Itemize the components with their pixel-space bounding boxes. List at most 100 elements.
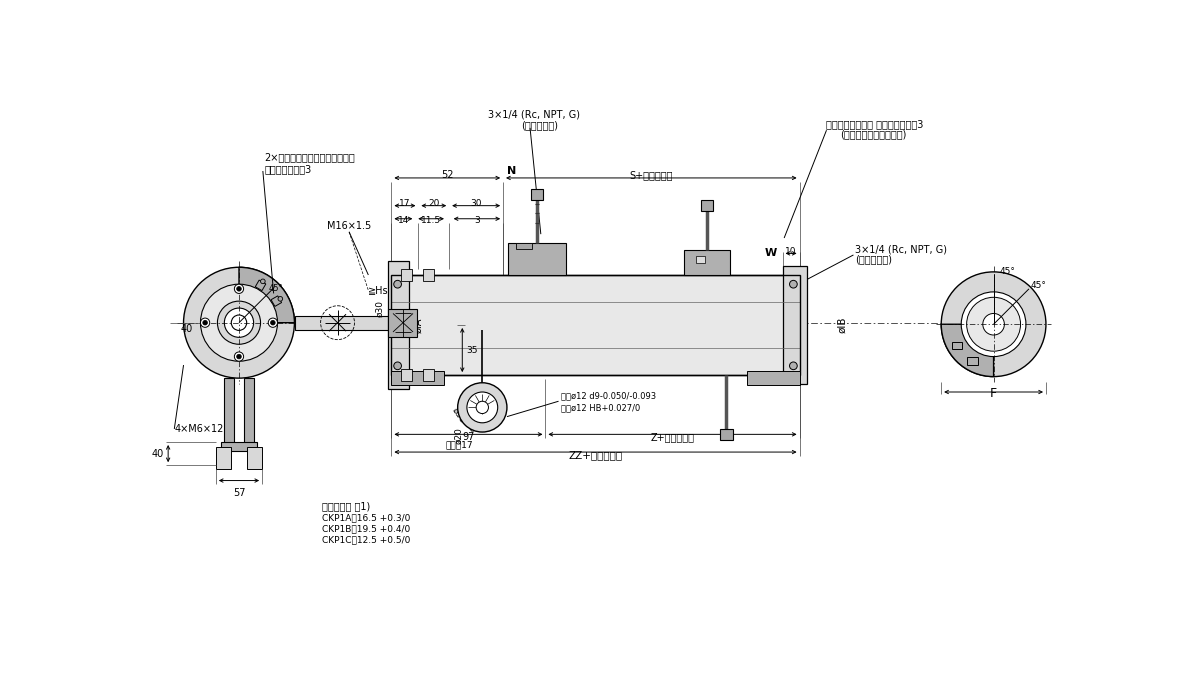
Text: S+ストローク: S+ストローク <box>630 170 673 180</box>
Bar <box>423 369 434 382</box>
Circle shape <box>467 392 497 423</box>
Circle shape <box>237 354 241 359</box>
Text: 45°: 45° <box>1030 281 1046 290</box>
Text: øIB: øIB <box>837 317 847 333</box>
Text: クレビス幅 注1): クレビス幅 注1) <box>322 501 370 511</box>
Circle shape <box>200 284 278 361</box>
Text: 17: 17 <box>399 199 411 209</box>
Bar <box>401 269 412 281</box>
Text: ≧Hs: ≧Hs <box>368 286 389 295</box>
Circle shape <box>394 362 401 370</box>
Text: 35: 35 <box>466 346 478 354</box>
Text: ZZ+ストローク: ZZ+ストローク <box>568 450 623 460</box>
Circle shape <box>458 383 507 432</box>
Circle shape <box>200 318 210 328</box>
Text: Z+ストローク: Z+ストローク <box>651 432 695 442</box>
Text: (配管ポート): (配管ポート) <box>855 255 893 265</box>
Bar <box>701 200 713 211</box>
Text: N: N <box>507 166 516 176</box>
Bar <box>531 189 543 199</box>
Text: F: F <box>990 386 997 400</box>
Text: R15: R15 <box>460 414 477 434</box>
Text: 14: 14 <box>398 216 409 225</box>
Text: 3×1/4 (Rc, NPT, G): 3×1/4 (Rc, NPT, G) <box>488 110 580 120</box>
Bar <box>508 243 567 275</box>
Circle shape <box>268 318 278 328</box>
Circle shape <box>235 284 243 293</box>
Bar <box>696 256 704 262</box>
Bar <box>295 316 395 330</box>
Circle shape <box>260 279 265 284</box>
Bar <box>388 261 410 389</box>
Text: 二面幅17: 二面幅17 <box>446 440 473 449</box>
Text: 45°: 45° <box>268 284 283 293</box>
Bar <box>748 371 799 385</box>
Text: 52: 52 <box>441 170 454 180</box>
Circle shape <box>271 321 276 325</box>
Bar <box>951 342 962 349</box>
Bar <box>392 275 799 375</box>
Text: W: W <box>764 248 776 258</box>
Bar <box>392 275 799 375</box>
Bar <box>423 269 434 281</box>
Text: 97: 97 <box>462 432 474 442</box>
Wedge shape <box>238 267 295 323</box>
Text: 11.5: 11.5 <box>420 216 441 225</box>
Text: 10: 10 <box>786 247 797 256</box>
Bar <box>720 429 732 440</box>
Text: ø38: ø38 <box>450 405 467 425</box>
Bar <box>224 378 235 447</box>
Text: 40: 40 <box>151 449 163 458</box>
Text: 3×1/4 (Rc, NPT, G): 3×1/4 (Rc, NPT, G) <box>855 244 946 255</box>
Bar <box>220 442 258 452</box>
Circle shape <box>202 321 207 325</box>
Circle shape <box>967 298 1021 351</box>
Circle shape <box>394 281 401 288</box>
Circle shape <box>224 308 254 337</box>
Text: 4×M6×12: 4×M6×12 <box>174 424 224 434</box>
Text: 45°: 45° <box>1000 267 1016 276</box>
Text: 2×スピードコントローラバルブ: 2×スピードコントローラバルブ <box>265 152 355 162</box>
Text: 30: 30 <box>471 199 482 209</box>
Text: 40: 40 <box>181 324 193 334</box>
Text: ø20: ø20 <box>455 427 464 444</box>
Circle shape <box>942 272 1046 377</box>
Circle shape <box>961 292 1025 356</box>
Wedge shape <box>942 324 993 377</box>
Bar <box>271 296 282 307</box>
Text: M16×1.5: M16×1.5 <box>327 221 371 232</box>
Circle shape <box>789 362 797 370</box>
Text: CKP1A：16.5 +0.3/0: CKP1A：16.5 +0.3/0 <box>322 514 411 523</box>
Text: øIA: øIA <box>413 317 423 332</box>
Text: CKP1C：12.5 +0.5/0: CKP1C：12.5 +0.5/0 <box>322 536 411 545</box>
Bar <box>255 280 266 290</box>
Text: クッションバルブ 頭部六角穴対辺3: クッションバルブ 頭部六角穴対辺3 <box>827 119 924 129</box>
Circle shape <box>235 352 243 361</box>
Circle shape <box>789 281 797 288</box>
Bar <box>967 357 978 365</box>
Text: 20: 20 <box>428 199 440 209</box>
Circle shape <box>278 297 283 301</box>
Bar <box>216 447 231 469</box>
Circle shape <box>183 267 295 378</box>
Bar <box>247 447 262 469</box>
Circle shape <box>237 286 241 291</box>
Text: (チューブカバー側のみ): (チューブカバー側のみ) <box>840 129 907 139</box>
Circle shape <box>231 315 247 330</box>
Bar <box>516 243 532 248</box>
Bar <box>782 266 807 384</box>
Text: CKP1B：19.5 +0.4/0: CKP1B：19.5 +0.4/0 <box>322 524 411 533</box>
Text: (配管ポート): (配管ポート) <box>521 120 558 130</box>
Text: 頭部六角穴対辺3: 頭部六角穴対辺3 <box>265 164 311 174</box>
Bar <box>388 309 417 337</box>
Text: 57: 57 <box>232 489 246 498</box>
Text: 3: 3 <box>474 216 479 225</box>
Circle shape <box>476 401 489 414</box>
Circle shape <box>217 301 260 344</box>
Bar <box>401 369 412 382</box>
Circle shape <box>982 314 1004 335</box>
Text: 軸：ø12 d9-0.050/-0.093: 軸：ø12 d9-0.050/-0.093 <box>561 391 657 400</box>
Text: ø30: ø30 <box>375 300 385 316</box>
Bar <box>243 378 254 447</box>
Bar <box>392 371 443 385</box>
